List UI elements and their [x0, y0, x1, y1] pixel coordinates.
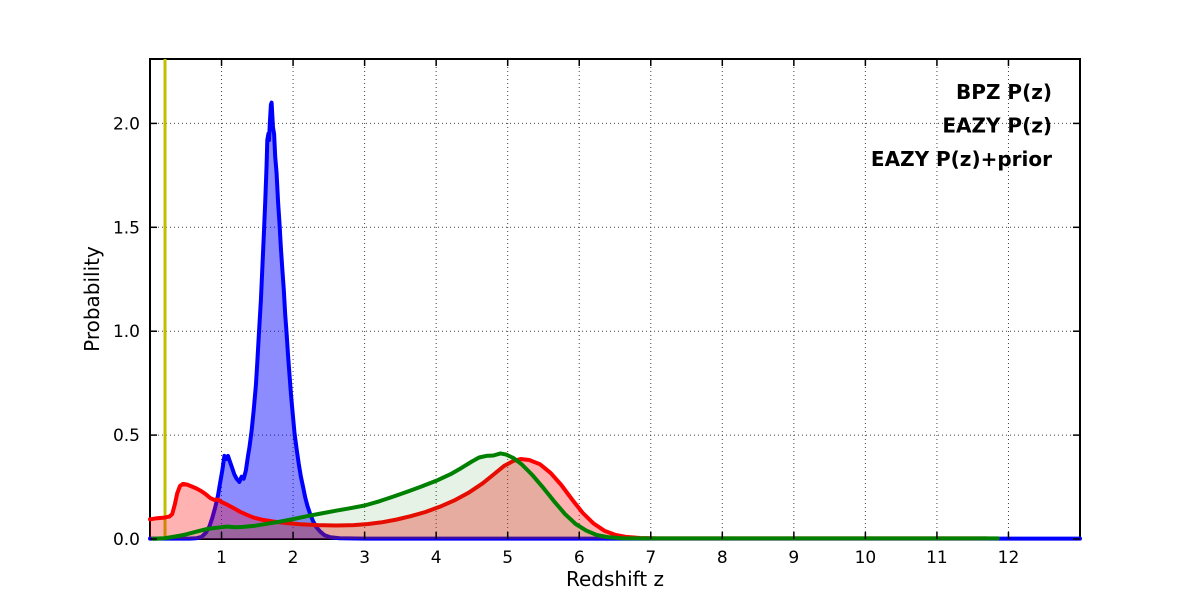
- curve-fill-bpz-pz: [150, 102, 1080, 539]
- tick-layer: [150, 59, 1080, 540]
- x-tick-label-7: 7: [645, 548, 656, 568]
- y-axis-label: Probability: [80, 246, 104, 352]
- x-tick-label-10: 10: [855, 548, 877, 568]
- x-tick-label-9: 9: [788, 548, 799, 568]
- legend: BPZ P(z) EAZY P(z) EAZY P(z)+prior: [871, 80, 1052, 171]
- series-layer: [148, 100, 1082, 541]
- x-tick-label-3: 3: [359, 548, 370, 568]
- y-tick-label-0.0: 0.0: [113, 530, 140, 550]
- x-axis-label: Redshift z: [566, 567, 664, 591]
- y-tick-label-1.0: 1.0: [113, 322, 140, 342]
- x-tick-label-5: 5: [502, 548, 513, 568]
- x-tick-label-11: 11: [926, 548, 948, 568]
- curve-line-eazy-pz: [148, 457, 989, 541]
- y-tick-label-1.5: 1.5: [113, 218, 140, 238]
- y-tick-label-0.5: 0.5: [113, 426, 140, 446]
- x-tick-label-4: 4: [431, 548, 442, 568]
- legend-label-eazy-pz: EAZY P(z): [942, 114, 1052, 138]
- legend-label-eazy-pz-prior: EAZY P(z)+prior: [871, 147, 1052, 171]
- x-tick-label-8: 8: [717, 548, 728, 568]
- curve-line-bpz-pz: [148, 100, 1082, 541]
- legend-label-bpz-pz: BPZ P(z): [956, 80, 1052, 104]
- y-tick-label-2.0: 2.0: [113, 114, 140, 134]
- grid-layer: [150, 59, 1080, 539]
- x-tick-label-2: 2: [288, 548, 299, 568]
- curve-fill-eazy-pz: [150, 459, 987, 539]
- tick-label-layer: 1 2 3 4 5 6 7 8 9 10 11 120.00.51.01.52.0: [113, 114, 1019, 568]
- x-tick-label-12: 12: [998, 548, 1020, 568]
- curve-fill-eazy-pz-prior: [153, 453, 998, 539]
- x-tick-label-6: 6: [574, 548, 585, 568]
- curve-line-eazy-pz-prior: [151, 451, 1000, 541]
- x-tick-label-1: 1: [216, 548, 227, 568]
